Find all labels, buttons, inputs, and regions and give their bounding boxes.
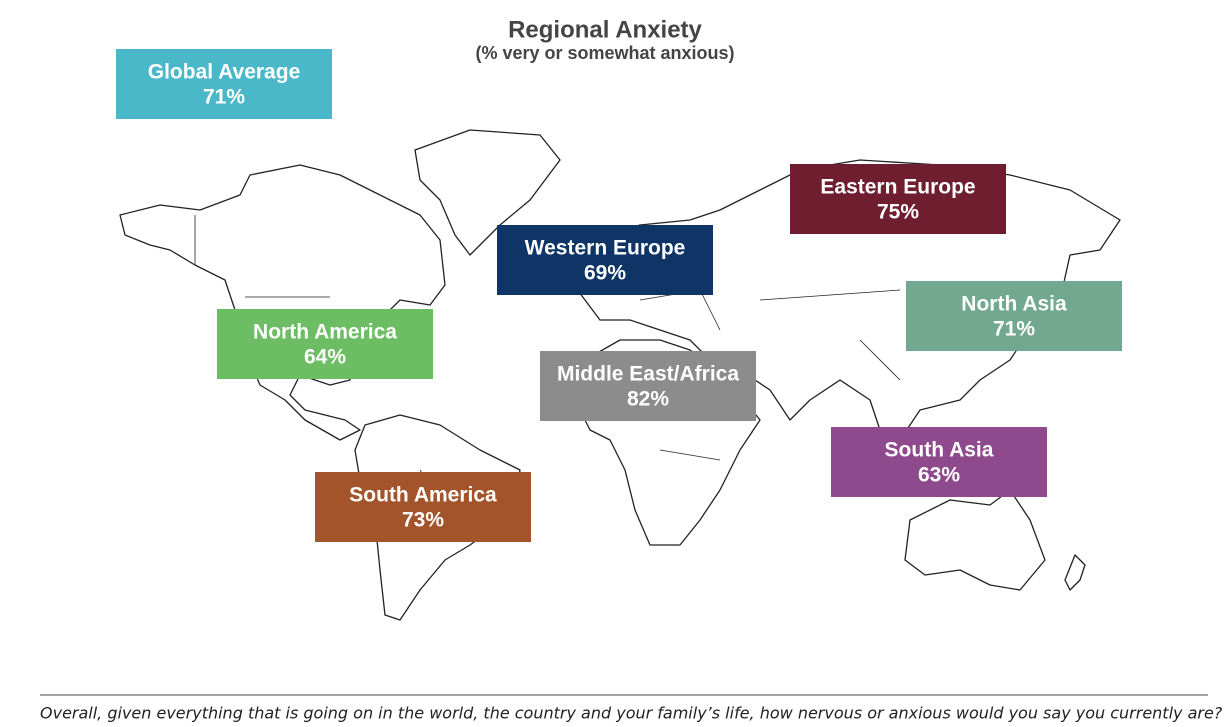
new-zealand bbox=[1064, 554, 1086, 591]
region-value: 71% bbox=[203, 86, 245, 109]
region-name: North Asia bbox=[961, 293, 1067, 316]
region-name: Western Europe bbox=[525, 237, 686, 260]
region-box bbox=[497, 225, 713, 295]
region-value: 71% bbox=[993, 318, 1035, 341]
subtitle: (% very or somewhat anxious) bbox=[475, 43, 734, 63]
region-box bbox=[217, 309, 433, 379]
region-box bbox=[540, 351, 756, 421]
region-name: Middle East/Africa bbox=[557, 363, 739, 386]
north-america bbox=[119, 164, 446, 441]
region-box bbox=[315, 472, 531, 542]
region-value: 64% bbox=[304, 346, 346, 369]
region-value: 82% bbox=[627, 388, 669, 411]
footnote: Overall, given everything that is going … bbox=[40, 704, 1223, 723]
region-box bbox=[790, 164, 1006, 234]
australia bbox=[904, 489, 1046, 591]
region-value: 69% bbox=[584, 262, 626, 285]
region-box bbox=[906, 281, 1122, 351]
region-name: South Asia bbox=[885, 439, 994, 462]
region-name: North America bbox=[253, 321, 397, 344]
region-name: South America bbox=[349, 484, 497, 507]
region-value: 63% bbox=[918, 464, 960, 487]
region-value: 73% bbox=[402, 509, 444, 532]
region-value: 75% bbox=[877, 201, 919, 224]
region-box bbox=[831, 427, 1047, 497]
region-name: Eastern Europe bbox=[820, 176, 975, 199]
region-name: Global Average bbox=[148, 61, 301, 84]
region-box bbox=[116, 49, 332, 119]
title: Regional Anxiety bbox=[508, 16, 702, 43]
